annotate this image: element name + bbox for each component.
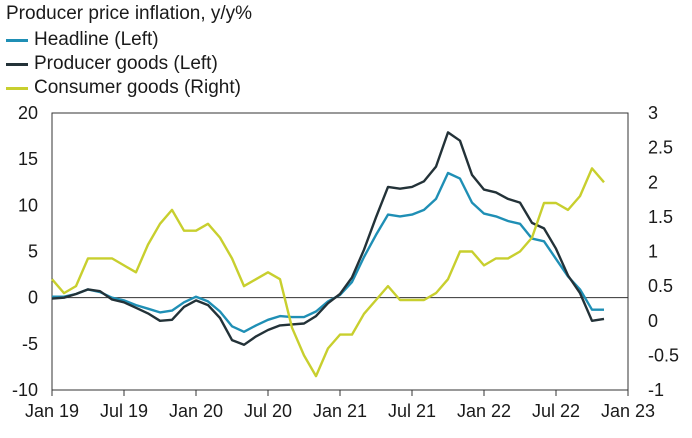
legend-swatch-producer-goods [6,62,28,66]
left-tick-label: 15 [18,149,38,169]
left-tick-label: 10 [18,195,38,215]
right-tick-label: 2.5 [648,138,673,158]
left-tick-label: 0 [28,288,38,308]
plot-frame [51,112,629,391]
left-tick-label: -5 [22,334,38,354]
right-tick-label: 0 [648,311,658,331]
legend: Headline (Left) Producer goods (Left) Co… [6,28,241,100]
x-tick-label: Jan 22 [457,401,511,421]
right-tick-label: 3 [648,103,658,123]
x-tick-label: Jan 23 [601,401,655,421]
x-tick-label: Jul 19 [100,401,148,421]
right-tick-label: 2 [648,172,658,192]
x-tick-label: Jul 22 [532,401,580,421]
left-tick-label: 20 [18,103,38,123]
chart-title: Producer price inflation, y/y% [6,3,253,24]
right-tick-label: 1 [648,242,658,262]
legend-swatch-headline [6,38,28,42]
series-line-producer-goods [51,131,605,346]
legend-label-producer-goods: Producer goods (Left) [34,53,218,74]
legend-swatch-consumer-goods [6,86,28,90]
legend-item-headline: Headline (Left) [6,28,241,52]
right-tick-label: -1 [648,380,664,400]
legend-label-consumer-goods: Consumer goods (Right) [34,77,241,98]
x-tick-label: Jan 19 [25,401,79,421]
left-tick-label: -10 [12,380,38,400]
legend-item-producer-goods: Producer goods (Left) [6,52,241,76]
series-line-consumer-goods [51,167,605,378]
right-tick-label: 1.5 [648,207,673,227]
right-tick-label: 0.5 [648,276,673,296]
series-line-headline [52,171,604,333]
right-tick-label: -0.5 [648,345,679,365]
left-tick-label: 5 [28,242,38,262]
x-tick-label: Jan 21 [313,401,367,421]
legend-label-headline: Headline (Left) [34,29,159,50]
x-tick-label: Jul 21 [388,401,436,421]
x-tick-label: Jan 20 [169,401,223,421]
x-tick-label: Jul 20 [244,401,292,421]
legend-item-consumer-goods: Consumer goods (Right) [6,76,241,100]
